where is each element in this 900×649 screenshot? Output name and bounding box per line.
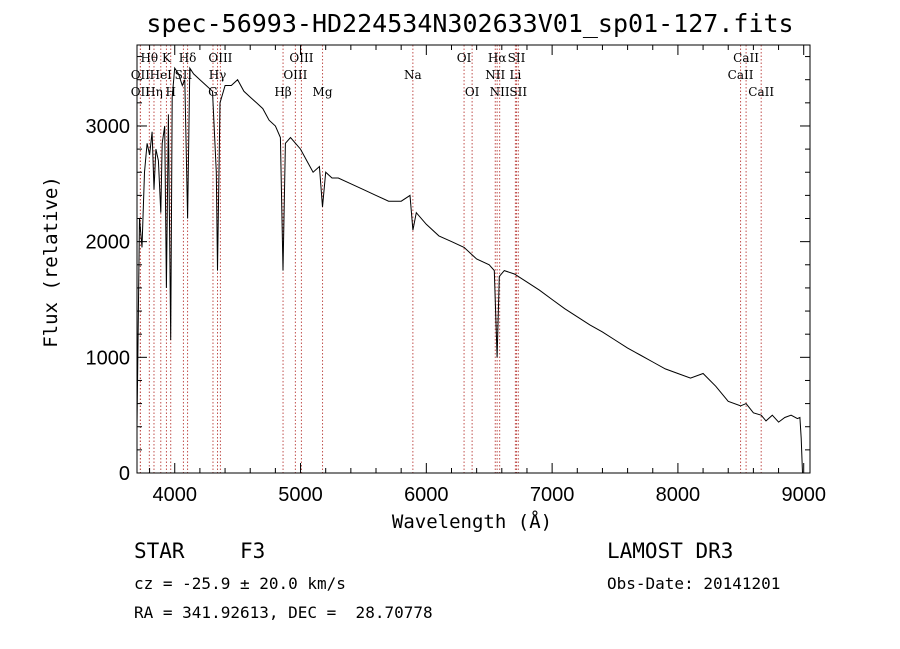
line-label-22: SII: [508, 51, 526, 65]
line-label-24: SII: [509, 85, 527, 99]
survey-name: LAMOST DR3: [607, 539, 734, 563]
x-tick-label: 6000: [404, 484, 449, 506]
line-label-8: SII: [175, 68, 193, 82]
line-label-16: Na: [404, 68, 422, 82]
line-label-6: H: [165, 85, 175, 99]
line-label-21: NII: [490, 85, 510, 99]
line-label-5: HeI: [150, 68, 173, 82]
spectral-line-markers: [139, 45, 762, 473]
coords-text: RA = 341.92613, DEC = 28.70778: [134, 603, 433, 622]
x-tick-label: 9000: [781, 484, 826, 506]
line-label-4: K: [162, 51, 172, 65]
y-tick-label: 0: [119, 463, 130, 485]
x-tick-label: 8000: [656, 484, 701, 506]
line-label-2: OII: [131, 85, 151, 99]
chart-title: spec-56993-HD224534N302633V01_sp01-127.f…: [146, 9, 793, 38]
line-label-17: OI: [457, 51, 472, 65]
y-axis-ticks: 0 1000 2000 3000: [86, 56, 810, 485]
line-label-13: OIII: [289, 51, 313, 65]
spectrum-line: [136, 66, 803, 474]
object-subclass: F3: [240, 539, 266, 563]
line-label-0: Hθ: [140, 51, 158, 65]
y-tick-label: 3000: [86, 116, 131, 138]
line-label-25: CaII: [733, 51, 759, 65]
y-axis-label: Flux (relative): [40, 176, 62, 348]
object-class: STAR: [134, 539, 185, 563]
plot-frame: [136, 44, 811, 474]
line-label-26: CaII: [728, 68, 754, 82]
x-axis-label: Wavelength (Å): [392, 510, 552, 533]
x-tick-label: 4000: [152, 484, 197, 506]
line-label-23: Li: [509, 68, 521, 82]
y-tick-label: 2000: [86, 232, 131, 254]
line-label-7: Hδ: [179, 51, 197, 65]
line-label-15: Mg: [313, 85, 333, 99]
line-label-18: OI: [465, 85, 480, 99]
x-tick-label: 7000: [530, 484, 575, 506]
redshift-text: cz = -25.9 ± 20.0 km/s: [134, 574, 346, 593]
line-label-9: OIII: [208, 51, 232, 65]
line-label-10: Hγ: [209, 68, 227, 82]
line-label-1: OII: [131, 68, 151, 82]
x-tick-label: 5000: [278, 484, 323, 506]
line-label-14: OIII: [283, 68, 307, 82]
line-label-27: CaII: [748, 85, 774, 99]
x-axis-ticks: 4000 5000 6000 7000 8000 9000: [149, 45, 826, 506]
line-label-19: Hα: [488, 51, 507, 65]
line-label-12: Hβ: [274, 85, 291, 99]
obs-date-text: Obs-Date: 20141201: [607, 574, 781, 593]
line-label-3: Hη: [145, 85, 163, 99]
line-label-20: NII: [485, 68, 505, 82]
y-tick-label: 1000: [86, 347, 131, 369]
